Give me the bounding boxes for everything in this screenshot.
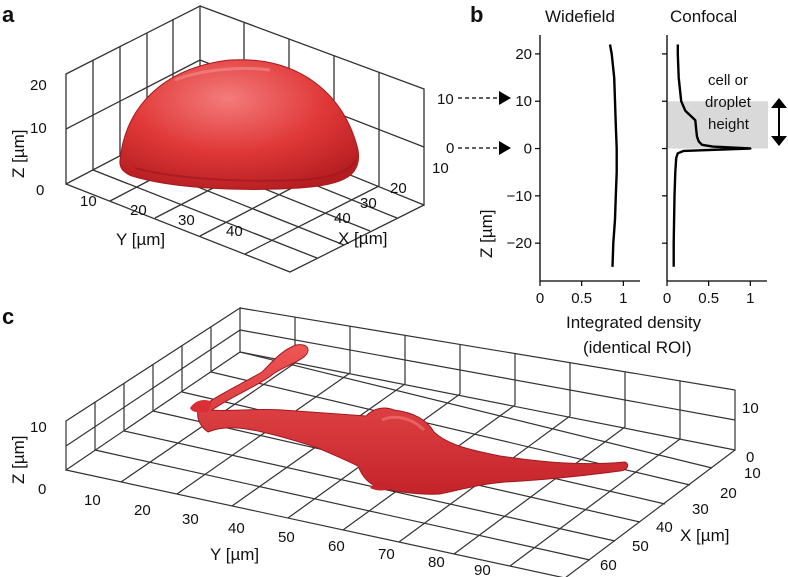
- panel-a-marker-10: 10: [437, 91, 454, 108]
- marker-arrowhead-10: [499, 91, 511, 105]
- panel-a-x-label: X [µm]: [338, 229, 387, 248]
- widefield-y-tick-label: −10: [507, 188, 532, 205]
- confocal-title: Confocal: [670, 7, 737, 26]
- widefield-x-tick-label: 0.5: [571, 290, 592, 307]
- panel-c-x-tick-30: 30: [692, 501, 709, 518]
- panel-a-z-tick-0: 0: [36, 182, 44, 199]
- panel-a-y-tick-10: 10: [80, 193, 97, 210]
- widefield-y-tick-label: 0: [524, 141, 532, 158]
- panel-label-a: a: [2, 2, 15, 27]
- panel-c-y-tick-70: 70: [378, 546, 395, 563]
- panel-c-z-label: Z [µm]: [9, 435, 28, 484]
- widefield-y-tick-label: 10: [515, 93, 532, 110]
- panel-a-y-tick-30: 30: [178, 212, 195, 229]
- confocal-series-line: [672, 44, 752, 267]
- cell-surface: [190, 344, 629, 495]
- panel-c-x-tick-40: 40: [656, 519, 673, 536]
- panel-c-y-tick-20: 20: [134, 502, 151, 519]
- panel-c-y-tick-40: 40: [228, 520, 245, 537]
- panel-c: c 0 10 Z [µm] 10 0 10 20 3: [2, 304, 761, 577]
- panel-c-x-tick-50: 50: [632, 538, 649, 555]
- annotation-line-1: cell or: [708, 72, 748, 89]
- widefield-plot: 0 0.5 1 20 10 0 −10 −20: [507, 35, 640, 307]
- height-arrowhead-up: [771, 98, 787, 108]
- panel-a-y-label: Y [µm]: [116, 230, 165, 249]
- panel-a-z-label: Z [µm]: [9, 129, 28, 178]
- confocal-x-tick-label: 0.5: [698, 290, 719, 307]
- panel-c-z-tick-0: 0: [38, 481, 46, 498]
- panel-c-y-tick-60: 60: [328, 538, 345, 555]
- panel-a-z-tick-10: 10: [30, 120, 47, 137]
- panel-c-y-tick-80: 80: [428, 554, 445, 571]
- confocal-x-tick-label: 0: [663, 290, 671, 307]
- widefield-series-line: [608, 44, 618, 267]
- panel-c-x-tick-10: 10: [744, 465, 761, 482]
- panel-c-right-z-tick-10: 10: [742, 400, 759, 417]
- panel-label-c: c: [2, 304, 14, 329]
- panel-b-x-label-line1: Integrated density: [566, 313, 702, 332]
- confocal-plot: 0 0.5 1: [662, 35, 768, 307]
- panel-c-x-tick-60: 60: [600, 557, 617, 574]
- widefield-y-tick-label: −20: [507, 235, 532, 252]
- panel-c-y-tick-90: 90: [474, 562, 491, 577]
- panel-b-x-label-line2: (identical ROI): [583, 338, 692, 357]
- panel-c-y-label: Y [µm]: [210, 545, 259, 564]
- panel-a-z-tick-20: 20: [30, 77, 47, 94]
- panel-a-x-tick-30: 30: [360, 195, 377, 212]
- panel-a-y-tick-40: 40: [226, 223, 243, 240]
- panel-c-x-tick-20: 20: [720, 485, 737, 502]
- panel-c-right-z-tick-0: 0: [746, 449, 754, 466]
- annotation-line-3: height: [708, 116, 750, 133]
- panel-a-x-tick-10: 10: [432, 160, 449, 177]
- widefield-x-tick-label: 1: [619, 290, 627, 307]
- panel-a-x-tick-40: 40: [334, 210, 351, 227]
- panel-a-y-tick-20: 20: [130, 202, 147, 219]
- panel-c-z-tick-10: 10: [30, 419, 47, 436]
- height-arrowhead-down: [771, 136, 787, 146]
- panel-a-marker-0: 0: [446, 140, 454, 157]
- panel-c-y-tick-50: 50: [278, 529, 295, 546]
- annotation-line-2: droplet: [705, 94, 752, 111]
- widefield-x-tick-label: 0: [536, 290, 544, 307]
- panel-c-y-tick-10: 10: [84, 492, 101, 509]
- panel-a-x-tick-20: 20: [390, 180, 407, 197]
- droplet-surface: [119, 59, 360, 190]
- panel-c-y-tick-30: 30: [182, 511, 199, 528]
- panel-a: a 0 10 20 Z [µm] 10 20 30 40: [2, 2, 511, 273]
- widefield-title: Widefield: [545, 7, 615, 26]
- panel-b-y-label: Z [µm]: [477, 209, 496, 258]
- widefield-y-tick-label: 20: [515, 46, 532, 63]
- panel-c-x-label: X [µm]: [680, 526, 729, 545]
- marker-arrowhead-0: [499, 141, 511, 155]
- panel-label-b: b: [470, 2, 483, 27]
- confocal-x-tick-label: 1: [746, 290, 754, 307]
